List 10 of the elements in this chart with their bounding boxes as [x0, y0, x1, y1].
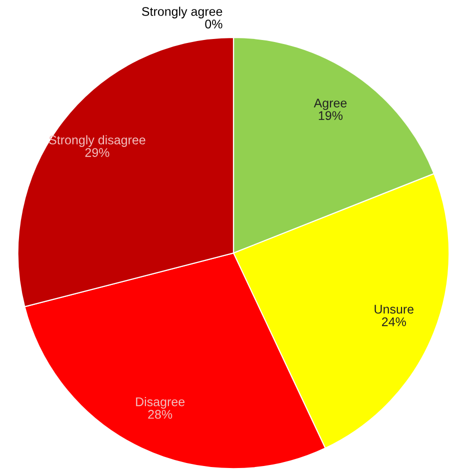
- data-label: 29%: [85, 148, 110, 157]
- slice-label: Strongly disagree: [49, 135, 146, 147]
- slice-label: Agree: [314, 98, 347, 110]
- data-label: 28%: [148, 410, 172, 419]
- data-label: 24%: [382, 317, 406, 326]
- text: 0%: [205, 20, 222, 28]
- data-label: 19%: [318, 111, 343, 120]
- slice-label: Unsure: [374, 304, 414, 314]
- slice-label: Disagree: [136, 397, 185, 409]
- category-label: Strongly agree: [142, 6, 222, 18]
